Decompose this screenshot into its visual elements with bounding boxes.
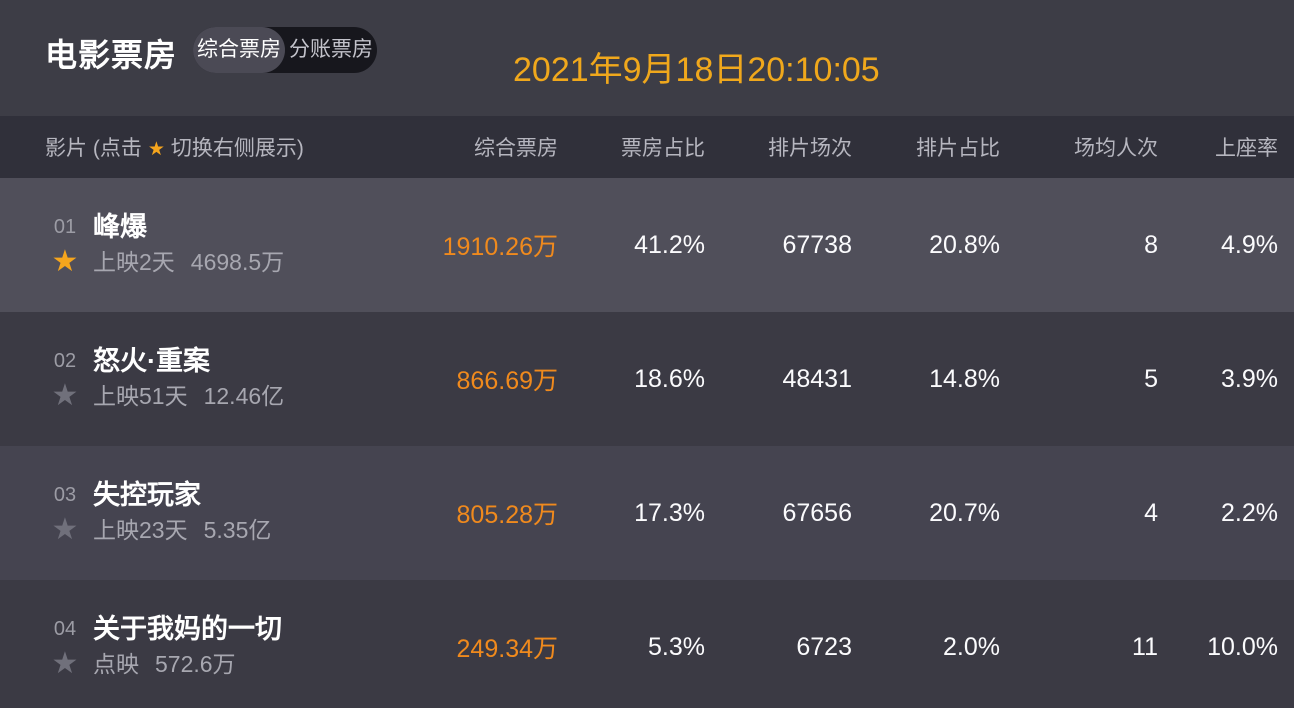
screening-share-value: 2.0%	[943, 632, 1000, 661]
box-office-share-value: 5.3%	[648, 632, 705, 661]
rank-star-block: 03 ★	[45, 478, 85, 548]
rank-star-block: 02 ★	[45, 344, 85, 414]
col-header-screenings: 排片场次	[768, 137, 852, 160]
col-header-box-office: 综合票房	[474, 137, 558, 160]
table-row[interactable]: 04 ★ 关于我妈的一切 点映 572.6万 249.34万 5.3% 6723 …	[0, 580, 1294, 708]
favorite-star-icon[interactable]: ★	[51, 647, 79, 680]
movie-header-prefix: 影片 (点击	[45, 137, 142, 160]
page-title: 电影票房	[45, 37, 178, 73]
rank-star-block: 01 ★	[45, 210, 85, 280]
tab-split-box-office[interactable]: 分账票房	[289, 38, 373, 61]
cumulative-gross: 572.6万	[155, 651, 236, 677]
release-info: 点映	[93, 651, 139, 677]
release-info: 上映51天	[93, 383, 188, 409]
avg-attendance-value: 8	[1144, 230, 1158, 259]
screenings-value: 6723	[796, 632, 852, 661]
movie-cell: 02 ★ 怒火·重案 上映51天 12.46亿	[0, 344, 420, 414]
table-row[interactable]: 03 ★ 失控玩家 上映23天 5.35亿 805.28万 17.3% 67656…	[0, 446, 1294, 580]
rank-label: 04	[53, 618, 77, 640]
occupancy-value: 4.9%	[1221, 230, 1278, 259]
box-office-share-value: 17.3%	[634, 498, 705, 527]
table-row[interactable]: 01 ★ 峰爆 上映2天 4698.5万 1910.26万 41.2% 67738…	[0, 178, 1294, 312]
star-icon: ★	[147, 139, 165, 160]
occupancy-value: 2.2%	[1221, 498, 1278, 527]
tab-comprehensive-box-office[interactable]: 综合票房	[193, 27, 285, 73]
col-header-screening-share: 排片占比	[916, 137, 1000, 160]
rank-star-block: 04 ★	[45, 612, 85, 682]
movie-cell: 01 ★ 峰爆 上映2天 4698.5万	[0, 210, 420, 280]
table-header-row: 影片 (点击 ★ 切换右侧展示) 综合票房 票房占比 排片场次 排片占比 场均人次 …	[0, 116, 1294, 178]
release-info: 上映23天	[93, 517, 188, 543]
col-header-movie: 影片 (点击 ★ 切换右侧展示)	[0, 132, 420, 162]
movie-table-body: 01 ★ 峰爆 上映2天 4698.5万 1910.26万 41.2% 67738…	[0, 178, 1294, 708]
rank-label: 01	[53, 216, 77, 238]
box-office-share-value: 41.2%	[634, 230, 705, 259]
screenings-value: 67738	[782, 230, 852, 259]
movie-cell: 03 ★ 失控玩家 上映23天 5.35亿	[0, 478, 420, 548]
avg-attendance-value: 11	[1132, 632, 1158, 661]
cumulative-gross: 5.35亿	[203, 517, 272, 543]
cumulative-gross: 12.46亿	[203, 383, 285, 409]
occupancy-value: 10.0%	[1207, 632, 1278, 661]
table-row[interactable]: 02 ★ 怒火·重案 上映51天 12.46亿 866.69万 18.6% 484…	[0, 312, 1294, 446]
col-header-avg-attendance: 场均人次	[1074, 137, 1158, 160]
movie-subtitle: 上映51天 12.46亿	[93, 378, 284, 414]
movie-title: 失控玩家	[93, 480, 201, 510]
box-office-tab-group: 综合票房 分账票房	[193, 27, 377, 73]
cumulative-gross: 4698.5万	[190, 249, 285, 275]
occupancy-value: 3.9%	[1221, 364, 1278, 393]
movie-subtitle: 点映 572.6万	[93, 646, 282, 682]
screenings-value: 48431	[782, 364, 852, 393]
favorite-star-icon[interactable]: ★	[51, 513, 79, 546]
box-office-value: 1910.26万	[442, 233, 558, 261]
screenings-value: 67656	[782, 498, 852, 527]
screening-share-value: 20.8%	[929, 230, 1000, 259]
top-bar: 电影票房 综合票房 分账票房 2021年9月18日20:10:05	[0, 0, 1294, 116]
screening-share-value: 14.8%	[929, 364, 1000, 393]
movie-subtitle: 上映23天 5.35亿	[93, 512, 271, 548]
box-office-value: 805.28万	[456, 501, 558, 529]
box-office-value: 249.34万	[456, 635, 558, 663]
movie-cell: 04 ★ 关于我妈的一切 点映 572.6万	[0, 612, 420, 682]
screening-share-value: 20.7%	[929, 498, 1000, 527]
box-office-value: 866.69万	[456, 367, 558, 395]
movie-info: 关于我妈的一切 点映 572.6万	[93, 612, 282, 682]
movie-header-suffix: 切换右侧展示)	[170, 137, 304, 160]
movie-title: 峰爆	[93, 212, 147, 242]
box-office-share-value: 18.6%	[634, 364, 705, 393]
rank-label: 02	[53, 350, 77, 372]
movie-title: 怒火·重案	[93, 346, 210, 376]
favorite-star-icon[interactable]: ★	[51, 379, 79, 412]
col-header-box-office-share: 票房占比	[621, 137, 705, 160]
rank-label: 03	[53, 484, 77, 506]
movie-info: 失控玩家 上映23天 5.35亿	[93, 478, 271, 548]
avg-attendance-value: 4	[1144, 498, 1158, 527]
avg-attendance-value: 5	[1144, 364, 1158, 393]
col-header-occupancy: 上座率	[1215, 137, 1278, 160]
movie-title: 关于我妈的一切	[93, 614, 282, 644]
favorite-star-icon[interactable]: ★	[51, 245, 79, 278]
movie-info: 峰爆 上映2天 4698.5万	[93, 210, 284, 280]
release-info: 上映2天	[93, 249, 175, 275]
movie-subtitle: 上映2天 4698.5万	[93, 244, 284, 280]
current-datetime: 2021年9月18日20:10:05	[513, 51, 880, 89]
movie-info: 怒火·重案 上映51天 12.46亿	[93, 344, 284, 414]
